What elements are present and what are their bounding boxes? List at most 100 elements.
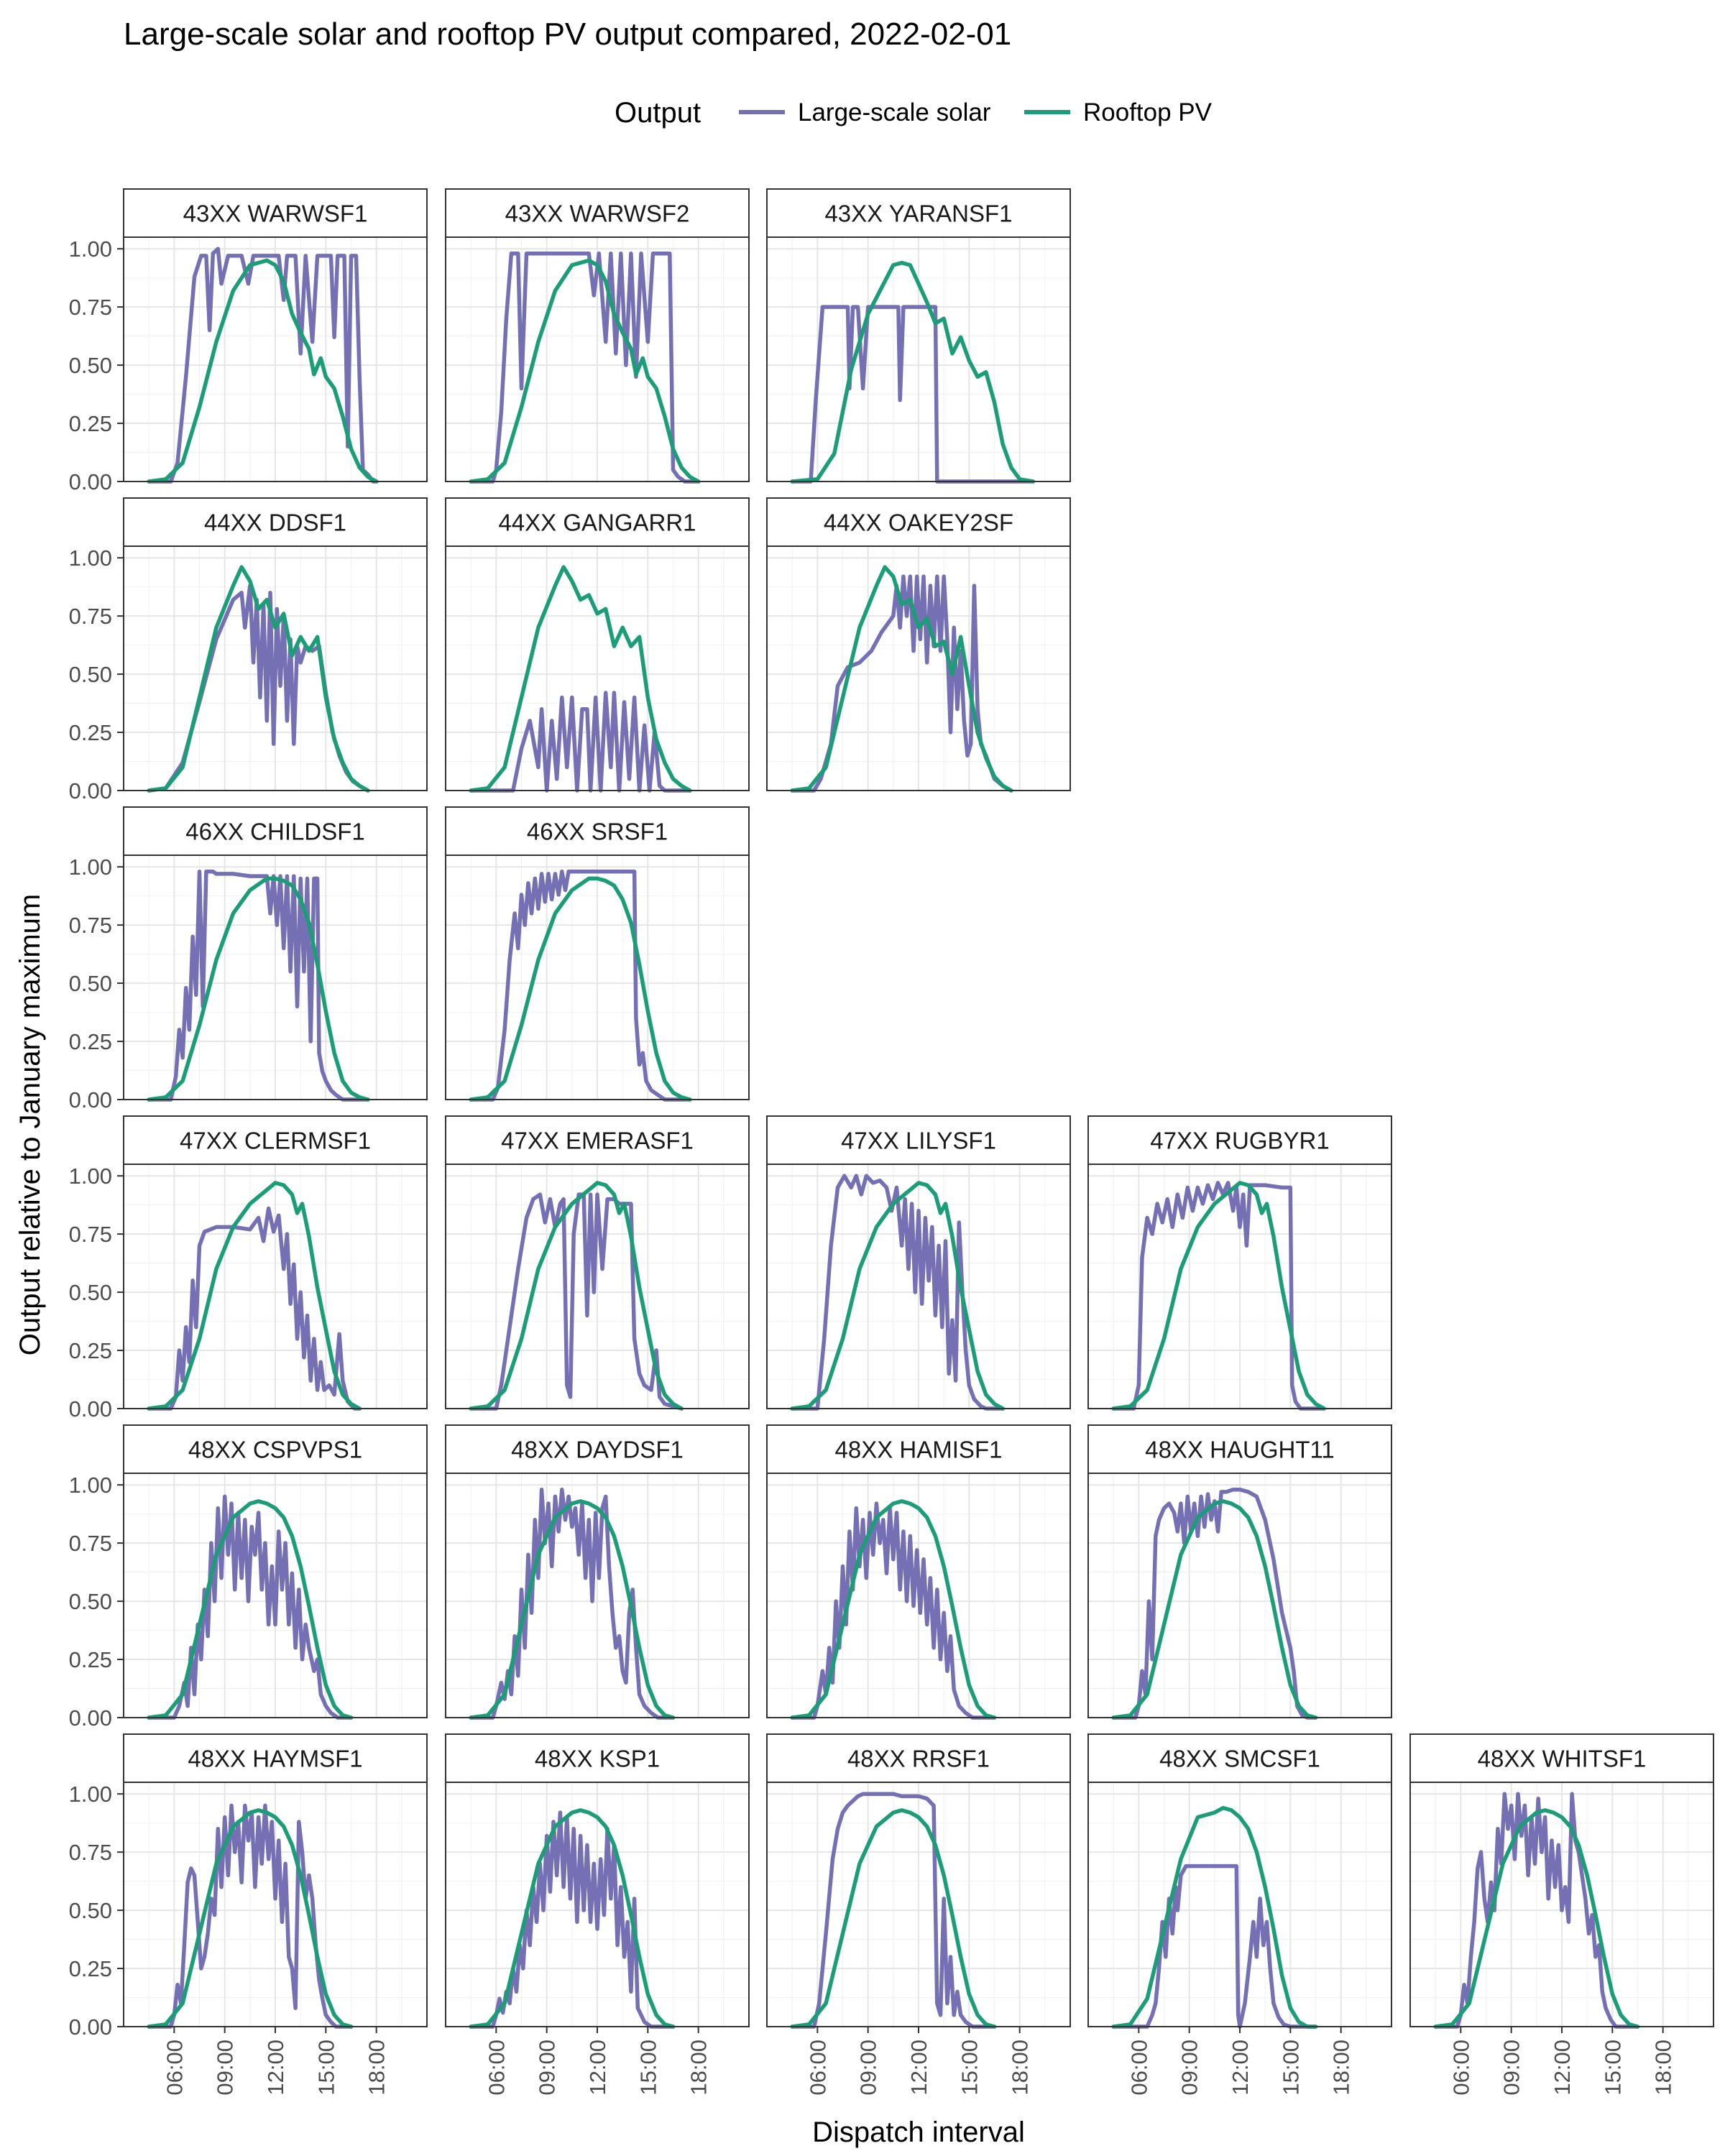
panel-strip-label: 48XX HAYMSF1 (188, 1746, 362, 1772)
x-tick-label: 18:00 (1008, 2040, 1033, 2096)
series-line-rooftop-pv (469, 1499, 676, 1720)
panel-strip (1087, 1115, 1392, 1165)
series-line-rooftop-pv (147, 876, 370, 1102)
x-tick-label: 12:00 (1550, 2040, 1575, 2096)
panel-border (766, 236, 1071, 482)
panel-strip-label: 47XX CLERMSF1 (180, 1128, 371, 1154)
y-tick-label: 0.75 (69, 913, 112, 938)
series-line-rooftop-pv (469, 1181, 684, 1411)
panel-strip (445, 1115, 750, 1165)
panel-strip-label: 48XX RRSF1 (847, 1746, 990, 1772)
series-line-large-scale-solar (469, 691, 692, 793)
panel-border (123, 545, 428, 791)
y-axis-title: Output relative to January maximum (14, 894, 46, 1355)
y-tick-label: 0.50 (69, 971, 112, 996)
y-tick-label: 0.75 (69, 604, 112, 629)
panel-strip-label: 44XX DDSF1 (204, 510, 346, 536)
series-line-rooftop-pv (790, 1808, 997, 2029)
y-tick-label: 0.75 (69, 295, 112, 320)
series-line-rooftop-pv (1111, 1805, 1318, 2029)
series-line-rooftop-pv (1433, 1808, 1640, 2029)
panel-47xx-clermsf1: 47XX CLERMSF1 0.00 0.25 0.50 0.75 1.00 (69, 1115, 428, 1422)
chart-title: Large-scale solar and rooftop PV output … (124, 17, 1011, 52)
y-tick-label: 0.25 (69, 720, 112, 745)
x-tick-label: 12:00 (906, 2040, 932, 2096)
panel-48xx-haymsf1: 48XX HAYMSF1 0.00 0.25 0.50 0.75 1.00 06:00 09:… (69, 1733, 428, 2096)
y-tick-label: 0.50 (69, 1898, 112, 1923)
panel-47xx-emerasf1: 47XX EMERASF1 (445, 1115, 750, 1411)
series-line-rooftop-pv (469, 565, 692, 793)
series-line-rooftop-pv (790, 1499, 997, 1720)
panel-48xx-smcsf1: 48XX SMCSF1 06:00 09:00 12:00 15:00 18:00 (1087, 1733, 1392, 2096)
y-tick-label: 0.25 (69, 1338, 112, 1363)
panel-strip (445, 497, 750, 547)
y-tick-label: 0.50 (69, 1280, 112, 1305)
y-tick-label: 1.00 (69, 1782, 112, 1807)
panel-strip-label: 47XX EMERASF1 (501, 1128, 694, 1154)
panel-strip (123, 1424, 428, 1474)
y-tick-label: 0.75 (69, 1840, 112, 1865)
series-line-large-scale-solar (469, 869, 692, 1102)
y-tick-label: 0.75 (69, 1222, 112, 1247)
panel-strip (1409, 1733, 1714, 1783)
panel-border (766, 1473, 1071, 1718)
y-tick-label: 0.50 (69, 1589, 112, 1614)
y-tick-label: 0.00 (69, 778, 112, 803)
panel-48xx-haught11: 48XX HAUGHT11 (1087, 1424, 1392, 1720)
panel-strip (123, 188, 428, 238)
panel-47xx-rugbyr1: 47XX RUGBYR1 (1087, 1115, 1392, 1411)
panel-strip-label: 43XX WARWSF1 (183, 201, 368, 227)
panel-44xx-oakey2sf: 44XX OAKEY2SF (766, 497, 1071, 793)
series-line-rooftop-pv (469, 1808, 676, 2029)
series-line-large-scale-solar (147, 247, 379, 484)
legend-title: Output (615, 97, 701, 129)
series-line-large-scale-solar (147, 1494, 354, 1720)
panel-border (445, 236, 750, 482)
panel-48xx-cspvps1: 48XX CSPVPS1 0.00 0.25 0.50 0.75 1.00 (69, 1424, 428, 1731)
panel-strip (445, 806, 750, 856)
series-line-large-scale-solar (469, 1487, 676, 1720)
panel-strip-label: 47XX LILYSF1 (841, 1128, 996, 1154)
panel-strip-label: 48XX KSP1 (535, 1746, 660, 1772)
y-tick-label: 1.00 (69, 854, 112, 880)
x-tick-label: 06:00 (1126, 2040, 1151, 2096)
x-tick-label: 15:00 (313, 2040, 339, 2096)
series-line-rooftop-pv (147, 1808, 354, 2029)
x-tick-label: 06:00 (484, 2040, 509, 2096)
x-tick-label: 06:00 (1448, 2040, 1473, 2096)
series-line-large-scale-solar (469, 1810, 676, 2029)
panel-43xx-warwsf1: 43XX WARWSF1 0.00 0.25 0.50 0.75 1.00 (69, 188, 428, 494)
panel-strip-label: 48XX HAUGHT11 (1145, 1437, 1334, 1463)
y-tick-label: 0.25 (69, 411, 112, 436)
panel-border (445, 1164, 750, 1409)
series-line-large-scale-solar (1111, 1864, 1318, 2029)
panel-strip (123, 1115, 428, 1165)
series-line-large-scale-solar (790, 1174, 1005, 1411)
panel-43xx-yaransf1: 43XX YARANSF1 (766, 188, 1071, 484)
panel-strip (1087, 1424, 1392, 1474)
y-tick-label: 1.00 (69, 236, 112, 262)
panel-48xx-daydsf1: 48XX DAYDSF1 (445, 1424, 750, 1720)
legend-label-rooftop-pv: Rooftop PV (1083, 98, 1213, 126)
series-line-large-scale-solar (790, 305, 1036, 484)
y-tick-label: 0.00 (69, 1087, 112, 1112)
panel-strip-label: 48XX WHITSF1 (1478, 1746, 1647, 1772)
legend: Output Large-scale solar Rooftop PV (615, 97, 1213, 129)
panel-48xx-ksp1: 48XX KSP1 06:00 09:00 12:00 15:00 18:00 (445, 1733, 750, 2096)
panel-48xx-rrsf1: 48XX RRSF1 06:00 09:00 12:00 15:00 18:00 (766, 1733, 1071, 2096)
panel-48xx-whitsf1: 48XX WHITSF1 06:00 09:00 12:00 15:00 18:00 (1409, 1733, 1714, 2096)
panel-46xx-childsf1: 46XX CHILDSF1 0.00 0.25 0.50 0.75 1.00 (69, 806, 428, 1112)
series-line-large-scale-solar (147, 869, 370, 1102)
panel-47xx-lilysf1: 47XX LILYSF1 (766, 1115, 1071, 1411)
x-tick-label: 09:00 (1177, 2040, 1202, 2096)
panel-strip (766, 497, 1071, 547)
y-tick-label: 1.00 (69, 1164, 112, 1189)
y-tick-label: 0.00 (69, 1705, 112, 1731)
series-line-rooftop-pv (147, 258, 379, 484)
panel-44xx-ddsf1: 44XX DDSF1 0.00 0.25 0.50 0.75 1.00 (69, 497, 428, 803)
panel-46xx-srsf1: 46XX SRSF1 (445, 806, 750, 1102)
y-tick-label: 0.50 (69, 353, 112, 378)
x-tick-label: 18:00 (1329, 2040, 1354, 2096)
